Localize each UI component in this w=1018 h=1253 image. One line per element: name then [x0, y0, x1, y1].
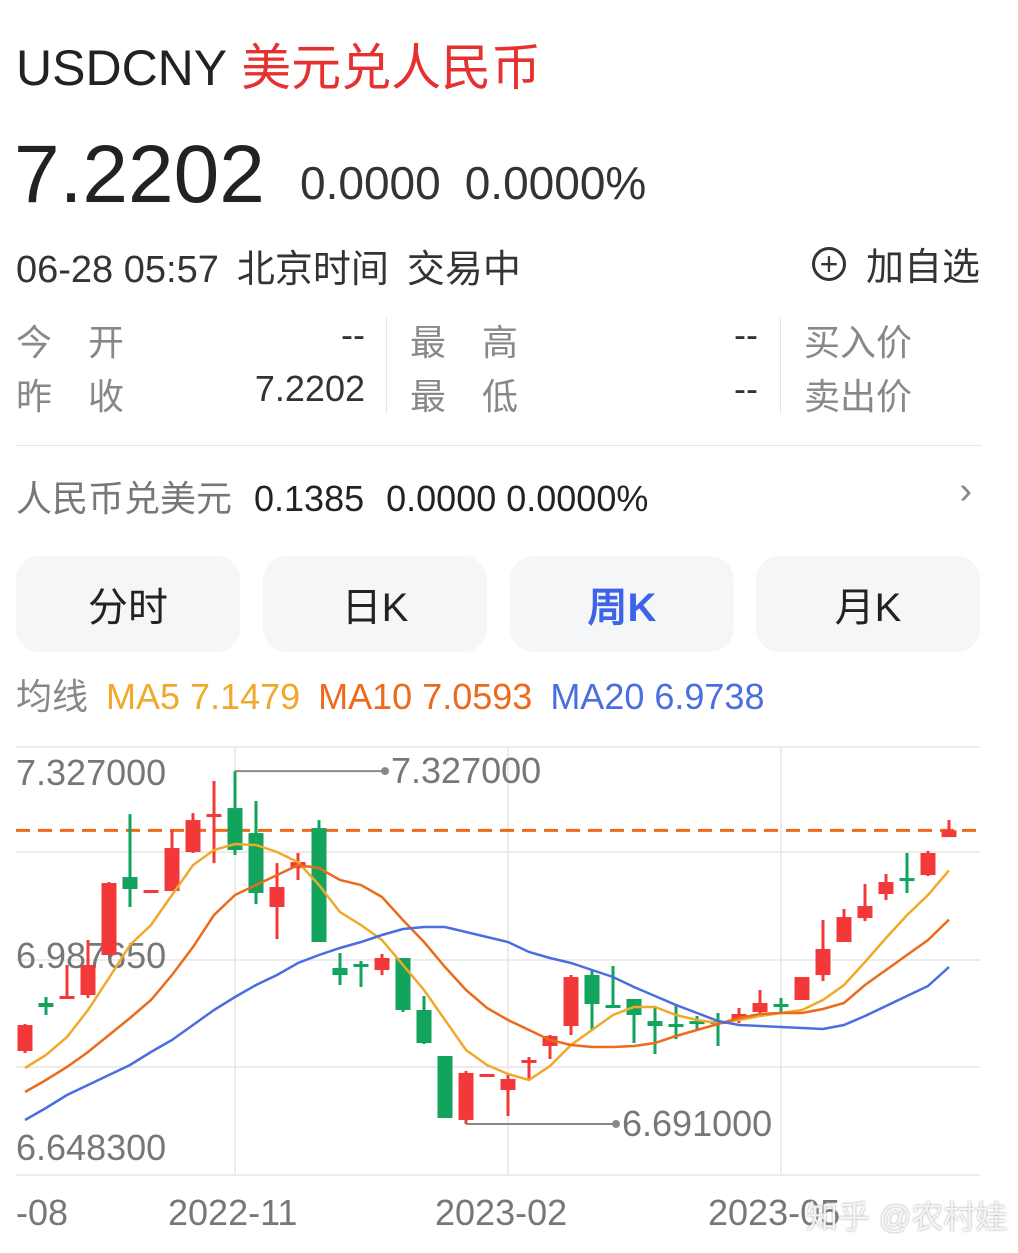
candle-body	[458, 1072, 474, 1120]
add-watchlist-label: 加自选	[865, 247, 980, 289]
prev-close-value: 7.2202	[254, 368, 365, 409]
pair-name: 美元兑人民币	[241, 40, 542, 96]
candle-body	[17, 1025, 33, 1051]
marker-dot	[612, 1119, 620, 1128]
candle-body	[353, 963, 369, 967]
open-value: --	[341, 314, 365, 355]
reverse-change-percent: 0.0000%	[506, 478, 649, 519]
tab-monthly-k[interactable]: 月K	[756, 556, 980, 652]
candle-body	[122, 877, 138, 890]
candle-body	[899, 878, 915, 882]
tab-label: 日K	[341, 586, 409, 630]
candle-body	[374, 958, 390, 970]
candle-body	[878, 882, 894, 895]
marker-dot	[381, 767, 389, 776]
low-value: --	[734, 368, 758, 409]
high-label: 最 高	[410, 322, 519, 363]
candle-body	[521, 1059, 537, 1063]
chevron-right-icon[interactable]: ›	[959, 470, 972, 512]
candle-body	[59, 996, 75, 1000]
x-tick-label: -08	[16, 1192, 69, 1233]
tab-label: 周K	[587, 586, 657, 630]
candle-body	[479, 1073, 495, 1077]
candle-body	[857, 906, 873, 919]
divider	[386, 318, 387, 414]
candle-body	[605, 1004, 621, 1008]
change-percent: 0.0000%	[464, 157, 647, 209]
ma-line-ma10	[24, 863, 950, 1094]
ma20-legend: MA20 6.9738	[550, 676, 765, 717]
candle-body	[815, 949, 831, 976]
max-price-label: 7.327000	[391, 750, 541, 791]
reverse-quote-row[interactable]: 人民币兑美元 0.1385 0.0000 0.0000%	[16, 470, 670, 522]
ma5-legend: MA5 7.1479	[106, 676, 301, 717]
candle-body	[38, 1003, 54, 1007]
watermark: 知乎 @农村娃	[806, 1199, 1008, 1235]
candle-body	[584, 975, 600, 1004]
candle-body	[101, 883, 117, 956]
ask-label: 卖出价	[804, 376, 913, 417]
ma-label: 均线	[16, 676, 89, 717]
candle-body	[500, 1078, 516, 1091]
candle-body	[269, 887, 285, 908]
trading-status: 交易中	[406, 249, 521, 291]
candle-body	[920, 853, 936, 876]
candle-body	[689, 1021, 705, 1025]
change-value: 0.0000	[300, 157, 441, 209]
candle-body	[647, 1021, 663, 1027]
tab-daily-k[interactable]: 日K	[263, 556, 487, 652]
tab-label: 月K	[834, 586, 902, 630]
bid-label: 买入价	[804, 322, 913, 363]
divider	[16, 445, 982, 446]
x-tick-label: 2022-11	[168, 1192, 298, 1233]
candle-body	[248, 833, 264, 894]
divider	[780, 318, 781, 414]
high-value: --	[734, 314, 758, 355]
page-title: USDCNY 美元兑人民币	[16, 28, 541, 100]
ma-legend: 均线 MA5 7.1479 MA10 7.0593 MA20 6.9738	[16, 668, 764, 720]
current-price: 7.2202	[14, 129, 265, 220]
candle-body	[794, 977, 810, 1001]
candle-body	[752, 1003, 768, 1012]
candle-body	[164, 848, 180, 892]
candle-body	[941, 830, 957, 838]
min-price-label: 6.691000	[622, 1103, 772, 1144]
candle-body	[332, 967, 348, 976]
y-tick-label: 6.648300	[16, 1127, 166, 1168]
add-watchlist-button[interactable]: + 加自选	[811, 236, 980, 291]
symbol: USDCNY	[16, 40, 228, 96]
candle-body	[416, 1009, 432, 1044]
y-tick-label: 7.327000	[16, 752, 166, 793]
ma-line-ma5	[24, 842, 950, 1082]
prev-close-label: 昨 收	[16, 376, 125, 417]
tab-intraday[interactable]: 分时	[16, 556, 240, 652]
candle-body	[143, 890, 159, 894]
candle-body	[773, 1004, 789, 1007]
candle-body	[836, 917, 852, 943]
x-tick-label: 2023-05	[708, 1192, 841, 1233]
ma-line-ma20	[24, 925, 950, 1122]
candle-body	[206, 814, 222, 818]
reverse-pair-label: 人民币兑美元	[16, 478, 233, 519]
ma10-legend: MA10 7.0593	[318, 676, 533, 717]
candle-body	[80, 964, 96, 996]
price-change: 0.0000 0.0000%	[300, 156, 670, 210]
candle-body	[563, 977, 579, 1027]
tab-weekly-k[interactable]: 周K	[510, 556, 734, 652]
reverse-price: 0.1385	[254, 478, 365, 519]
candle-body	[185, 820, 201, 853]
timezone: 北京时间	[236, 249, 389, 291]
low-label: 最 低	[410, 376, 519, 417]
quote-time: 06-28 05:57 北京时间 交易中	[16, 238, 539, 293]
tab-label: 分时	[88, 586, 168, 630]
reverse-change: 0.0000	[386, 478, 497, 519]
candle-body	[227, 808, 243, 851]
plus-circle-icon: +	[811, 246, 846, 281]
candle-body	[668, 1024, 684, 1028]
candle-body	[437, 1055, 453, 1118]
x-tick-label: 2023-02	[435, 1192, 568, 1233]
open-label: 今 开	[16, 322, 125, 363]
datetime: 06-28 05:57	[16, 249, 219, 291]
